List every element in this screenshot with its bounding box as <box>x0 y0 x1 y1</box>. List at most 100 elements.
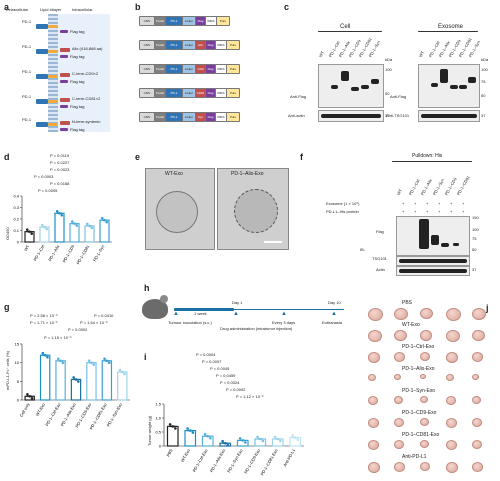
data-point <box>103 357 106 361</box>
i-pvalue: P = 0.0045 <box>210 366 230 371</box>
y-tick-label: 0 <box>17 398 20 403</box>
data-point <box>73 222 76 225</box>
data-point <box>105 220 109 224</box>
data-point <box>75 224 79 227</box>
pd1-domain <box>36 49 48 54</box>
construct-segment: PD-1 <box>165 64 183 74</box>
tumor-row-label: PD-1–CD81-Exo <box>402 432 440 438</box>
a-row-right: N-term-syntenin <box>72 119 101 124</box>
construct-segment: PD-1 <box>165 16 183 26</box>
d-pvalue: P = 0.0005 <box>38 188 58 193</box>
x-tick-label: PD-1–CD9 <box>61 243 75 263</box>
blot-tsg101 <box>396 256 470 266</box>
data-point <box>43 225 46 229</box>
bar <box>101 360 113 401</box>
data-point <box>244 441 247 444</box>
mouse-ear-icon <box>160 295 168 303</box>
x-tick-label: PD-1–Ctrl-Exo <box>44 401 62 427</box>
construct-segment: Linker <box>182 16 196 26</box>
lipid-bilayer <box>48 14 58 132</box>
blot-exo-tsg101 <box>418 110 480 122</box>
construct-segment: Puro <box>226 112 240 122</box>
tumor-specimen <box>420 396 428 404</box>
data-point <box>279 439 282 443</box>
a-row-left: PD-1 <box>22 94 32 99</box>
data-point <box>70 220 74 223</box>
g-pvalue: P = 1.64 × 10⁻⁶ <box>80 320 108 325</box>
bar <box>70 378 82 401</box>
tumor-specimen <box>420 374 426 380</box>
data-point <box>171 425 175 428</box>
data-point <box>186 427 189 430</box>
blot-cell-flag <box>318 64 384 108</box>
band <box>421 114 477 118</box>
tumor-specimen <box>472 330 485 342</box>
blot-label-cell-actin: Anti-actin <box>288 113 305 118</box>
d-pvalue: P = 0.0119 <box>50 153 70 158</box>
sign-mark: + <box>438 209 441 214</box>
marker-exo: 37 <box>481 113 486 118</box>
blot-label-exo-tsg101: Anti-TSG101 <box>386 113 410 118</box>
f-title-rule <box>392 161 472 162</box>
construct-segment: Linker <box>182 112 196 122</box>
tumor-specimen <box>394 396 403 404</box>
lane-label: WT <box>395 188 404 196</box>
data-point <box>77 380 80 383</box>
x-tick-label: PD-1–Alix-Exo <box>209 447 227 473</box>
g-pvalue: P = 2.58 × 10⁻⁶ <box>30 313 58 318</box>
data-point <box>191 431 195 434</box>
y-tick-label: 0.5 <box>155 430 161 435</box>
marker-exo: 100 <box>481 67 488 72</box>
data-point <box>276 437 280 441</box>
sign-mark: + <box>426 201 429 206</box>
d-pvalue: P = 0.0227 <box>50 160 70 165</box>
panel-label-f: f <box>300 152 303 162</box>
x-tick-label: PD-1–CD9-Exo <box>243 447 262 474</box>
arrow-down-icon: ▲ <box>281 311 287 317</box>
tumor-specimen <box>472 440 482 449</box>
construct-segment: Puro <box>216 16 230 26</box>
data-point <box>221 439 224 443</box>
timeline-week: 1 week <box>194 311 207 316</box>
data-point <box>238 437 242 440</box>
tumor-specimen <box>394 352 405 362</box>
a-row-left: PD-1 <box>22 19 32 24</box>
tumor-specimen <box>420 352 430 361</box>
tumor-row-label: PD-1–Alix-Exo <box>402 366 435 372</box>
panel-label-j: j <box>486 303 489 313</box>
tumor-specimen <box>394 374 401 381</box>
lane-label: PD-1–CD81 <box>455 174 471 196</box>
timeline-segment <box>174 308 234 311</box>
tumor-specimen <box>472 374 479 381</box>
x-tick-label: PD-1–Syn <box>92 244 105 262</box>
band <box>419 219 429 249</box>
panel-b: b CMV Kozak PD-1 Linker Flag IRES Puro CMV Kozak… <box>135 0 255 140</box>
data-point <box>92 363 96 366</box>
data-point <box>28 394 32 398</box>
data-point <box>58 211 61 215</box>
panel-j: j PBS WT-Exo PD-1–Ctrl-Exo PD-1–Alix-Exo PD-… <box>362 283 500 481</box>
y-tick-label: 5 <box>17 379 20 384</box>
tumor-specimen <box>446 330 460 343</box>
chart-i: PBS WT-Exo PD-1–Ctrl-Exo PD-1–Alix-Exo PD-1–… <box>155 402 304 476</box>
sign-mark: + <box>402 209 405 214</box>
tumor-specimen <box>472 352 483 362</box>
flag-tag <box>60 128 68 131</box>
tumor-specimen <box>420 462 430 471</box>
data-point <box>56 357 60 361</box>
data-point <box>291 434 294 437</box>
blot-cell-actin <box>318 110 384 122</box>
y-tick-label: 15 <box>15 342 20 347</box>
bar <box>39 354 51 401</box>
kda-exo: kDa <box>481 57 489 62</box>
em-label-wt: WT-Exo <box>165 171 183 177</box>
construct-segment: PD-1 <box>165 88 183 98</box>
tumor-specimen <box>420 440 429 448</box>
panel-f: f Pulldown: His WT PD-1–Ctrl PD-1–Alix PD-1… <box>300 150 500 280</box>
tumor-row-label: PBS <box>402 300 413 306</box>
timeline-day: Day 10 <box>328 300 341 305</box>
tumor-specimen <box>394 308 408 321</box>
construct-segment: CMV <box>139 112 155 122</box>
data-point <box>60 213 64 217</box>
data-point <box>45 227 49 231</box>
